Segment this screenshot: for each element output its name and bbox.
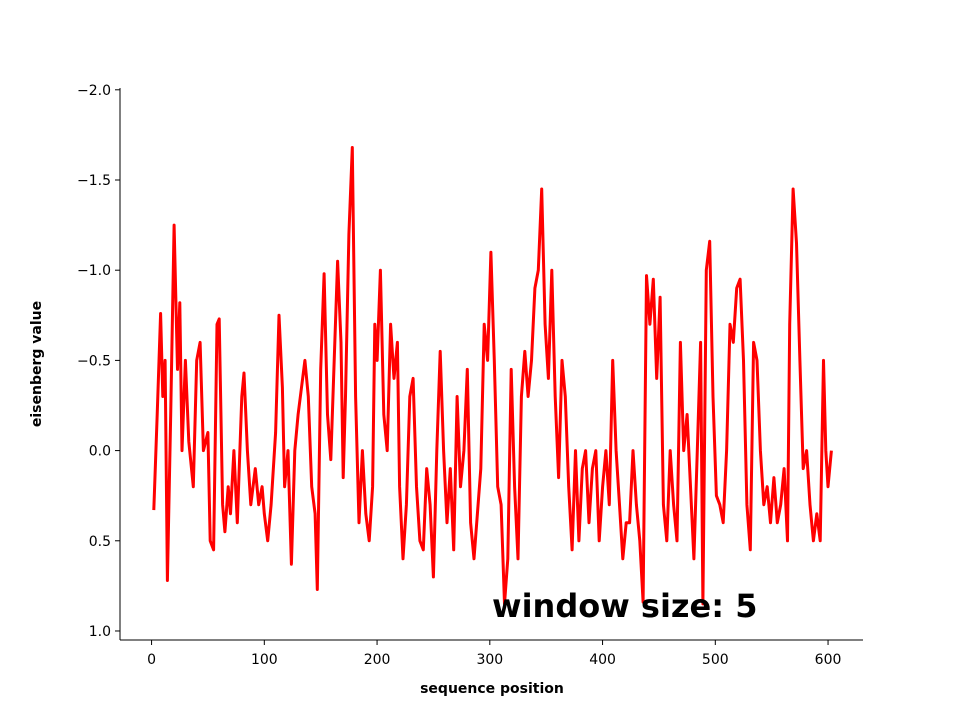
y-tick-label: −1.5 [77, 173, 111, 189]
y-axis-label: eisenberg value [29, 301, 45, 427]
x-tick-label: 600 [815, 652, 842, 668]
y-tick-label: 1.0 [89, 624, 111, 640]
x-tick-label: 200 [364, 652, 391, 668]
y-tick-label: −2.0 [77, 83, 111, 99]
x-tick-label: 100 [251, 652, 278, 668]
annotation: window size: 5 [492, 587, 757, 625]
y-tick-label: −0.5 [77, 353, 111, 369]
data-line [152, 146, 833, 606]
x-tick-label: 0 [147, 652, 156, 668]
x-tick-label: 500 [702, 652, 729, 668]
y-tick-label: 0.5 [89, 534, 111, 550]
x-tick-label: 300 [476, 652, 503, 668]
x-tick-label: 400 [589, 652, 616, 668]
x-axis-label: sequence position [420, 681, 564, 697]
y-tick-label: −1.0 [77, 263, 111, 279]
y-tick-label: 0.0 [89, 444, 111, 460]
